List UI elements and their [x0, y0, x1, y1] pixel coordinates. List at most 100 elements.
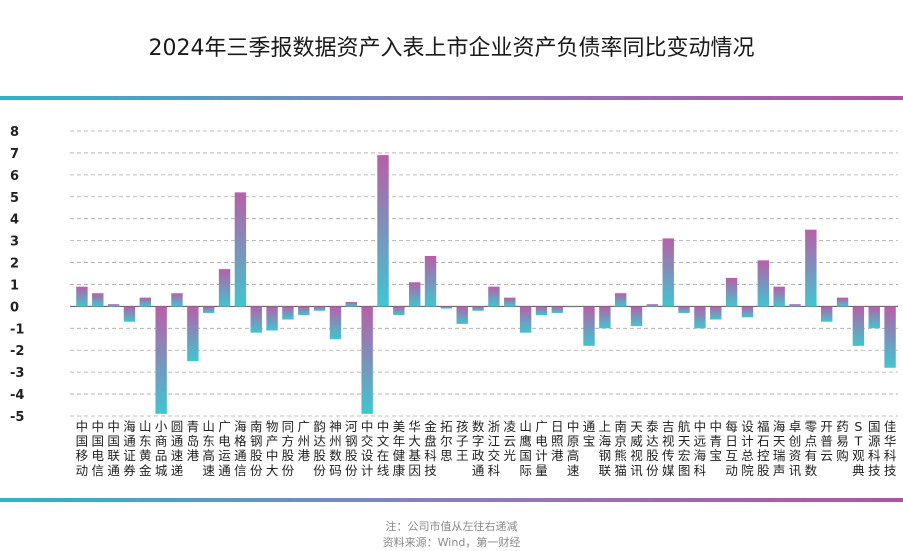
x-tick-label: 圆通速递	[171, 419, 184, 478]
bar	[377, 155, 389, 307]
x-tick-label: 中原高速	[567, 419, 580, 478]
bar	[171, 293, 183, 307]
x-tick-label: 凌云光	[504, 419, 517, 463]
bar	[218, 269, 231, 307]
x-tick-label: 卓创资讯	[789, 419, 802, 478]
bar-chart: -5 -4 -3 -2 -1 0 1 2 3 4 5 6 7 8 中国移动中国电信中国联通海通证券山东黄金…	[10, 125, 898, 478]
bar	[488, 286, 500, 307]
x-tick-label: 山东黄金	[139, 419, 152, 478]
bars	[76, 155, 896, 414]
x-tick-label: 华大基因	[408, 419, 421, 478]
x-tick-label: 广电计量	[535, 419, 548, 478]
x-tick-label: 设计总院	[741, 419, 754, 478]
x-tick-label: 南京熊猫	[614, 419, 627, 478]
y-tick-label: -1	[10, 322, 24, 337]
bar	[266, 306, 278, 331]
bottom-rule	[0, 498, 903, 502]
y-tick-label: 1	[10, 278, 19, 293]
x-tick-label: 中远海科	[694, 419, 707, 478]
x-tick-label: 拓尔思	[440, 419, 453, 463]
x-tick-label: S T 观典	[852, 419, 865, 478]
bar	[424, 255, 437, 307]
y-tick-label: 2	[10, 257, 19, 272]
x-tick-label: 青岛港	[187, 419, 200, 463]
x-tick-label: 零点有数	[805, 419, 818, 478]
bar	[678, 306, 690, 313]
y-axis: -5 -4 -3 -2 -1 0 1 2 3 4 5 6 7 8	[10, 125, 24, 425]
y-tick-label: 4	[10, 213, 19, 228]
bar	[313, 306, 326, 311]
bar	[757, 260, 770, 307]
x-tick-label: 中文在线	[377, 419, 390, 478]
bar	[599, 306, 611, 329]
x-tick-label: 广州港	[298, 419, 311, 463]
x-tick-label: 中青宝	[710, 419, 723, 463]
y-tick-label: 0	[10, 300, 19, 315]
x-tick-label: 浙江交科	[488, 419, 501, 478]
x-tick-label: 药易购	[836, 419, 849, 463]
x-tick-label: 航天宏图	[678, 419, 691, 478]
x-tick-label: 中交设计	[361, 419, 374, 478]
x-tick-label: 韵达股份	[313, 419, 326, 478]
bar	[234, 192, 247, 307]
x-tick-label: 天威视讯	[630, 419, 643, 478]
x-tick-label: 中国电信	[92, 419, 105, 478]
bar	[551, 306, 564, 313]
x-tick-label: 每日互动	[725, 419, 738, 478]
x-tick-label: 日照港	[551, 419, 564, 463]
x-tick-label: 中国联通	[107, 419, 120, 478]
bar	[139, 297, 152, 307]
bar	[630, 306, 643, 327]
x-tick-label: 山东高速	[202, 419, 215, 478]
bar	[107, 304, 120, 307]
x-tick-label: 上海钢联	[599, 419, 612, 478]
bar	[820, 306, 833, 322]
bar	[662, 238, 674, 307]
top-rule	[0, 96, 903, 100]
bar	[345, 302, 358, 307]
bar	[472, 306, 484, 311]
bar	[646, 304, 659, 307]
x-tick-label: 南钢股份	[250, 419, 263, 478]
bar	[92, 293, 104, 307]
chart-title: 2024年三季报数据资产入表上市企业资产负债率同比变动情况	[148, 36, 755, 61]
gridlines	[70, 130, 898, 417]
x-tick-label: 海天瑞声	[773, 419, 786, 478]
bar	[583, 306, 595, 346]
x-tick-label: 小商品城	[155, 419, 168, 478]
x-tick-label: 国源科技	[868, 419, 881, 478]
x-tick-label: 福石控股	[757, 419, 770, 478]
bar	[725, 277, 738, 307]
bar	[298, 306, 310, 316]
bar	[614, 293, 627, 307]
y-tick-label: 5	[10, 191, 19, 206]
x-tick-label: 美年健康	[393, 419, 406, 478]
bar	[361, 306, 373, 414]
x-tick-label: 孩子王	[456, 419, 469, 463]
x-tick-label: 开普云	[820, 419, 833, 463]
x-tick-label: 中国移动	[76, 419, 89, 478]
bar	[694, 306, 706, 329]
x-tick-label: 山鹰国际	[519, 419, 532, 478]
bar	[393, 306, 405, 316]
x-tick-label: 佳华科技	[884, 419, 897, 478]
source-note: 资料来源：Wind，第一财经	[382, 536, 521, 549]
bar	[440, 306, 453, 309]
bar	[884, 306, 896, 368]
bar	[202, 306, 215, 313]
x-tick-label: 吉视传媒	[662, 419, 675, 478]
bar	[773, 286, 785, 307]
bar	[408, 282, 421, 307]
x-tick-label: 物产中大	[266, 419, 279, 478]
x-tick-label: 广电运通	[218, 419, 231, 478]
y-tick-label: 7	[10, 147, 19, 162]
bar	[535, 306, 548, 316]
bar	[519, 306, 532, 333]
bar	[710, 306, 722, 320]
x-tick-label: 泰达股份	[646, 419, 659, 478]
x-tick-label: 河钢股份	[345, 419, 358, 478]
bar	[789, 304, 801, 307]
x-axis: 中国移动中国电信中国联通海通证券山东黄金小商品城圆通速递青岛港山东高速广电运通海…	[76, 419, 897, 478]
bar	[852, 306, 865, 346]
x-tick-label: 海格通信	[234, 419, 247, 478]
